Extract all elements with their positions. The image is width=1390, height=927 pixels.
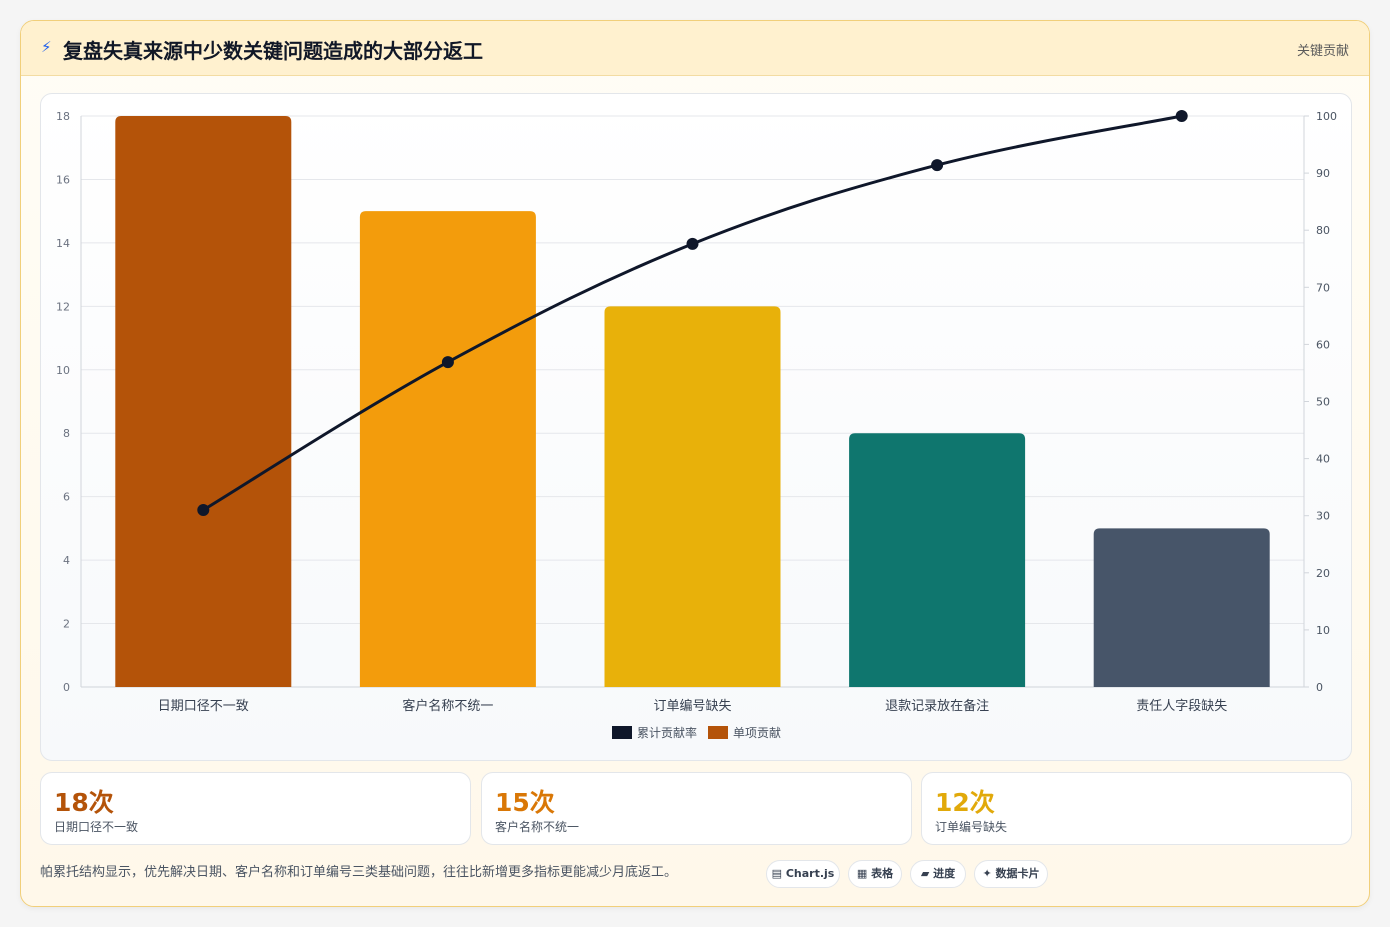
- y-tick-label: 16: [56, 173, 70, 186]
- legend-label: 单项贡献: [733, 725, 781, 740]
- chip-data-card[interactable]: ✦ 数据卡片: [974, 860, 1048, 888]
- y-tick-label: 6: [63, 491, 70, 504]
- y-tick-label: 10: [56, 364, 70, 377]
- legend-swatch: [612, 726, 632, 739]
- stat-card-2: 15次 客户名称不统一: [481, 772, 912, 845]
- pareto-chart: 0 2 4 6 8 10 12 14 16 18 0 10 20 30 40 50 60 70 80 90 100 日期口…: [56, 110, 1337, 740]
- bar: [604, 306, 781, 687]
- header-badge: 关键贡献: [1296, 44, 1349, 59]
- card-header: ⚡ 复盘失真来源中少数关键问题造成的大部分返工 关键贡献: [21, 21, 1369, 76]
- y2-tick-label: 70: [1316, 281, 1330, 294]
- y2-tick-label: 0: [1316, 681, 1323, 694]
- stat-card-1: 18次 日期口径不一致: [40, 772, 471, 845]
- y2-tick-label: 100: [1316, 110, 1337, 123]
- y-tick-label: 8: [63, 427, 70, 440]
- cumulative-point: [197, 503, 210, 516]
- y2-tick-label: 10: [1316, 624, 1330, 637]
- dashboard-card: ⚡ 复盘失真来源中少数关键问题造成的大部分返工 关键贡献 0 2 4 6 8 10 12 14…: [20, 20, 1370, 907]
- bar: [115, 116, 292, 687]
- stat-label: 客户名称不统一: [495, 820, 580, 834]
- y2-tick-label: 30: [1316, 510, 1330, 523]
- stat-label: 订单编号缺失: [935, 820, 1008, 834]
- x-tick-label: 订单编号缺失: [653, 699, 731, 714]
- y2-tick-label: 50: [1316, 396, 1330, 409]
- bar: [1093, 528, 1270, 687]
- bolt-icon: ⚡: [41, 38, 52, 56]
- stat-label: 日期口径不一致: [54, 820, 139, 834]
- y-tick-label: 0: [63, 681, 70, 694]
- stat-value: 12次: [935, 788, 995, 817]
- stat-value: 15次: [495, 788, 555, 817]
- legend-swatch: [708, 726, 728, 739]
- footnote: 帕累托结构显示，优先解决日期、客户名称和订单编号三类基础问题，往往比新增更多指标…: [40, 865, 678, 880]
- chart-title: 复盘失真来源中少数关键问题造成的大部分返工: [63, 39, 483, 63]
- chip-progress[interactable]: ▰ 进度: [910, 860, 966, 888]
- chip-table[interactable]: ▦ 表格: [848, 860, 902, 888]
- x-tick-label: 退款记录放在备注: [885, 698, 989, 714]
- chip-chartjs[interactable]: ▤ Chart.js: [766, 860, 840, 888]
- y2-tick-label: 20: [1316, 567, 1330, 580]
- chart-panel: 0 2 4 6 8 10 12 14 16 18 0 10 20 30 40 50 60 70 80 90 100 日期口…: [40, 93, 1352, 761]
- stat-value: 18次: [54, 788, 114, 817]
- legend-label: 累计贡献率: [637, 725, 697, 740]
- bar: [849, 433, 1026, 687]
- y2-tick-label: 60: [1316, 338, 1330, 351]
- bar: [359, 211, 536, 687]
- y-tick-label: 18: [56, 110, 70, 123]
- y2-tick-label: 80: [1316, 224, 1330, 237]
- y-tick-label: 12: [56, 300, 70, 313]
- cumulative-point: [1175, 110, 1188, 122]
- x-tick-label: 责任人字段缺失: [1136, 699, 1227, 714]
- stat-card-3: 12次 订单编号缺失: [921, 772, 1352, 845]
- y2-tick-label: 40: [1316, 453, 1330, 466]
- cumulative-point: [441, 356, 454, 369]
- x-tick-label: 日期口径不一致: [158, 699, 249, 714]
- y2-tick-label: 90: [1316, 167, 1330, 180]
- y-tick-label: 14: [56, 237, 70, 250]
- y-tick-label: 4: [63, 554, 70, 567]
- y-tick-label: 2: [63, 618, 70, 631]
- cumulative-point: [686, 237, 699, 250]
- x-tick-label: 客户名称不统一: [402, 698, 493, 714]
- cumulative-point: [931, 159, 944, 172]
